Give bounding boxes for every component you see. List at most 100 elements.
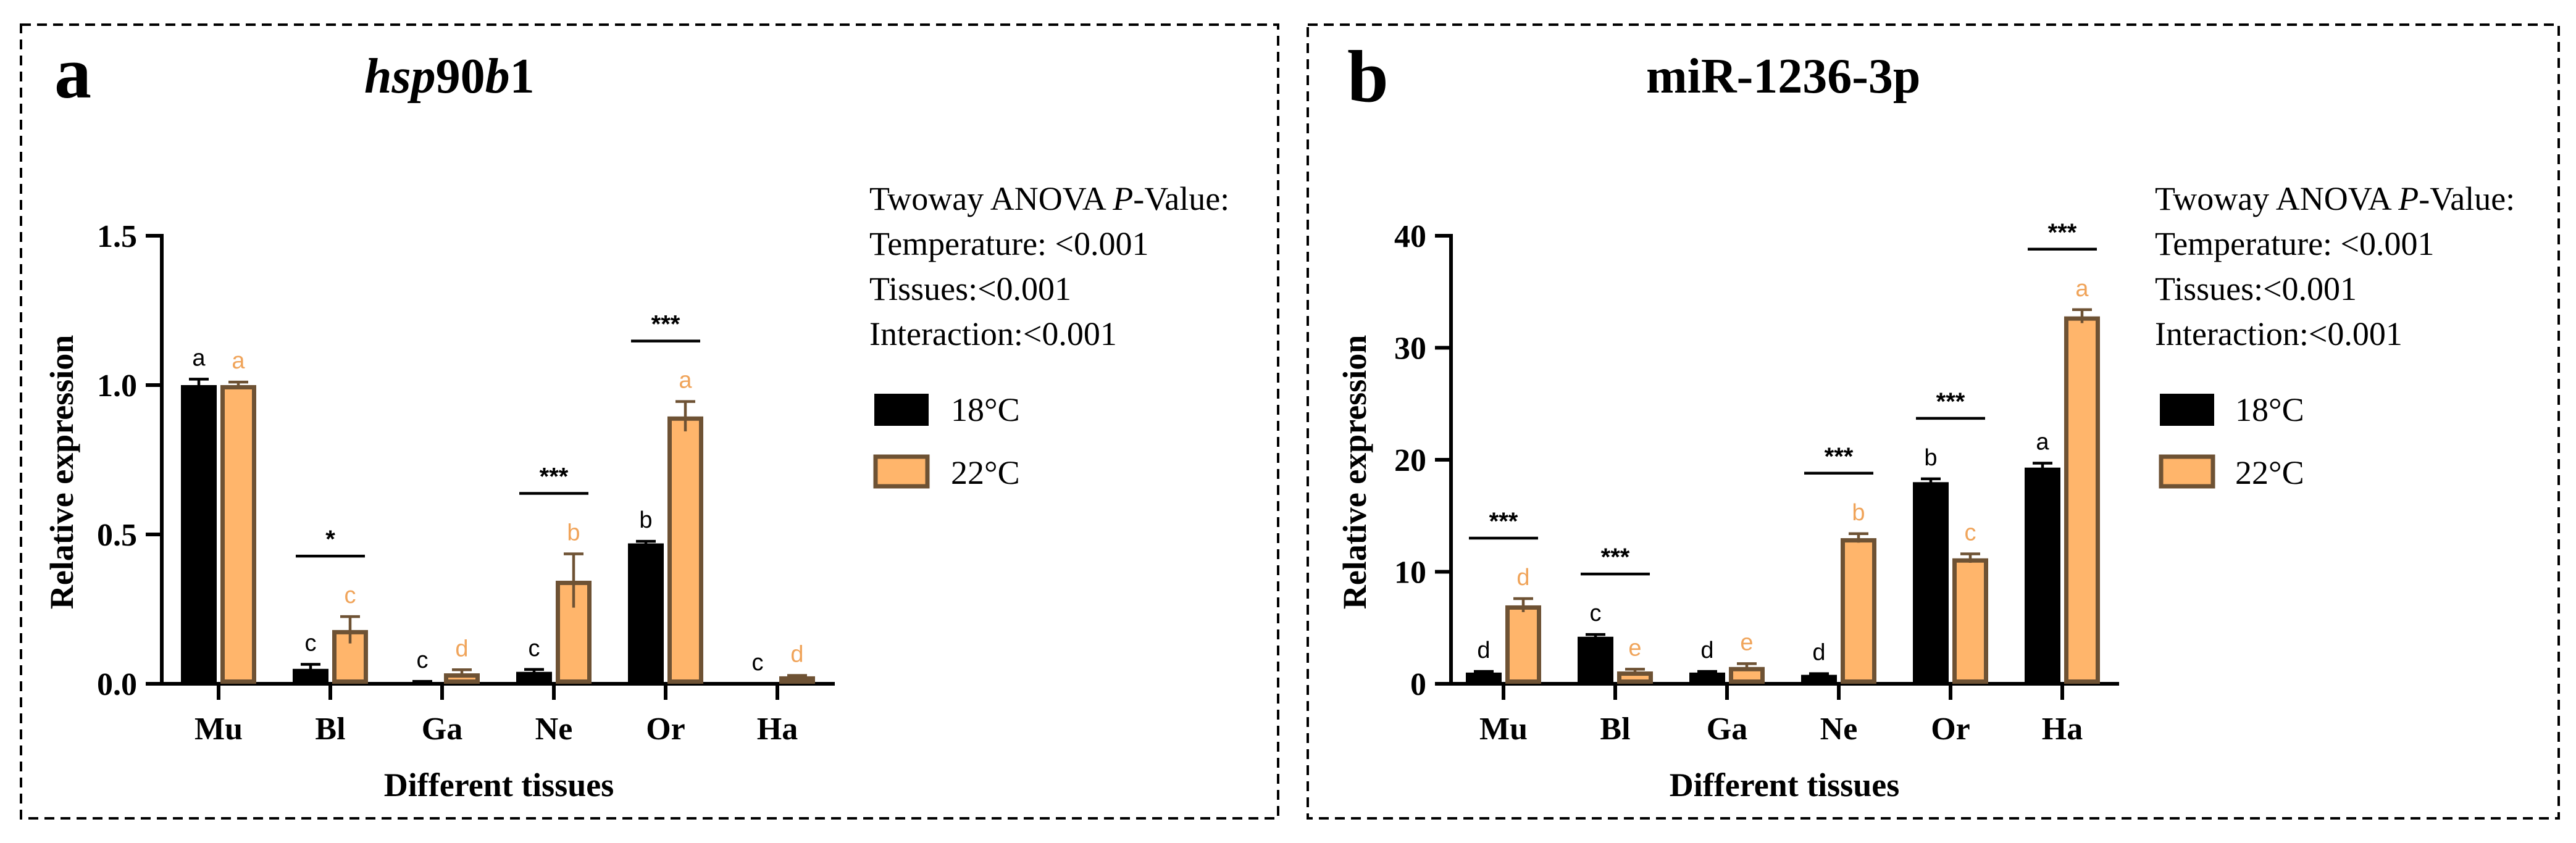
x-tick-label: Mu (194, 712, 243, 747)
significance-letter: c (529, 636, 540, 662)
significance-letter: d (1700, 637, 1713, 663)
y-tick-label: 0.5 (97, 518, 137, 553)
bar-18 (1578, 636, 1613, 684)
x-tick-label: Ne (1820, 712, 1858, 747)
significance-stars: *** (540, 463, 569, 490)
anova-temperature: Temperature: <0.001 (869, 225, 1149, 262)
y-tick-label: 0.0 (97, 667, 137, 702)
y-tick-label: 1.0 (97, 368, 137, 404)
y-axis-title: Relative expression (1336, 335, 1373, 609)
x-tick-label: Bl (1600, 712, 1630, 747)
title-part: hsp (364, 49, 436, 104)
significance-stars: *** (1936, 388, 1965, 415)
bar-18 (628, 543, 664, 684)
panel-a: a hsp90b1 Relative expression Different … (20, 23, 1279, 820)
anova-interaction: Interaction:<0.001 (869, 315, 1117, 352)
legend: 18°C 22°C (873, 391, 1020, 491)
x-tick-label: Or (646, 712, 685, 747)
y-tick-label: 20 (1394, 443, 1426, 478)
bar-18 (516, 671, 552, 684)
significance-letter: a (2036, 429, 2049, 455)
y-tick-label: 0 (1410, 667, 1426, 702)
legend-swatch-18 (2160, 394, 2214, 426)
y-tick-label: 1.5 (97, 219, 137, 254)
x-axis-title: Different tissues (1670, 766, 1899, 804)
panel-a-title: hsp90b1 (364, 49, 535, 104)
significance-letter: c (1590, 600, 1602, 626)
significance-letter: e (1740, 629, 1753, 655)
significance-letter: b (567, 520, 580, 546)
anova-text-block: Twoway ANOVA P-Value: Temperature: <0.00… (2155, 180, 2515, 352)
title-part: miR-1236-3p (1646, 49, 1920, 104)
significance-letter: e (1628, 635, 1641, 661)
bar-18 (2025, 467, 2060, 684)
x-tick-label: Ha (2042, 712, 2083, 747)
panel-a-border (20, 23, 1279, 820)
significance-letter: a (192, 345, 206, 371)
significance-stars: *** (651, 311, 680, 338)
anova-temperature: Temperature: <0.001 (2155, 225, 2435, 262)
title-part: 90 (436, 49, 485, 104)
x-tick-label: Or (1931, 712, 1970, 747)
y-tick-label: 40 (1394, 219, 1426, 254)
significance-letter: b (1924, 445, 1937, 471)
significance-letter: c (752, 650, 764, 676)
anova-heading: Twoway ANOVA P-Value: (869, 180, 1229, 217)
significance-letter: d (1516, 565, 1529, 591)
anova-heading-post: -Value: (1133, 180, 1229, 217)
bar-22 (1841, 538, 1876, 684)
significance-stars: *** (1489, 508, 1518, 535)
anova-interaction: Interaction:<0.001 (2155, 315, 2402, 352)
significance-letter: a (232, 348, 245, 374)
panel-b-border (1307, 23, 2560, 820)
significance-letter: c (305, 631, 317, 657)
anova-tissues: Tissues:<0.001 (2155, 270, 2357, 307)
anova-text-block: Twoway ANOVA P-Value: Temperature: <0.00… (869, 180, 1229, 352)
bar-18 (1801, 675, 1837, 684)
significance-letter: c (417, 647, 429, 673)
significance-stars: *** (1601, 544, 1630, 571)
anova-heading-post: -Value: (2419, 180, 2515, 217)
anova-heading-pre: Twoway ANOVA (2155, 180, 2398, 217)
bar-22 (779, 676, 815, 684)
significance-stars: *** (1825, 443, 1854, 470)
panel-b: b miR-1236-3p Relative expression Differ… (1307, 23, 2560, 820)
bar-22 (1952, 558, 1988, 684)
legend-label-18: 18°C (951, 391, 1020, 428)
x-tick-label: Ga (422, 712, 462, 747)
significance-letter: c (1965, 520, 1976, 546)
legend-label-22: 22°C (951, 454, 1020, 491)
bar-18 (181, 385, 217, 684)
significance-letter: d (1812, 640, 1825, 666)
bar-18 (1466, 672, 1502, 684)
x-tick-label: Ha (757, 712, 798, 747)
anova-heading-pre: Twoway ANOVA (869, 180, 1113, 217)
legend-label-22: 22°C (2235, 454, 2304, 491)
legend-swatch-22 (2159, 454, 2215, 489)
legend: 18°C 22°C (2159, 391, 2304, 491)
y-axis-title: Relative expression (43, 335, 80, 609)
significance-stars: * (325, 526, 335, 553)
x-tick-label: Ne (535, 712, 573, 747)
significance-stars: *** (2048, 219, 2077, 246)
x-axis-title: Different tissues (384, 766, 614, 804)
panel-b-title: miR-1236-3p (1646, 49, 1920, 104)
y-tick-label: 30 (1394, 331, 1426, 367)
bar-22 (1505, 605, 1541, 684)
anova-heading: Twoway ANOVA P-Value: (2155, 180, 2515, 217)
significance-letter: a (679, 368, 692, 394)
bar-22 (2064, 316, 2100, 684)
bar-18 (1913, 482, 1949, 684)
significance-letter: a (2075, 276, 2089, 302)
bar-22 (1729, 667, 1765, 684)
significance-letter: d (455, 636, 468, 662)
significance-letter: d (1477, 637, 1490, 663)
x-tick-label: Mu (1479, 712, 1528, 747)
bar-18 (1689, 672, 1725, 684)
significance-letter: b (639, 507, 652, 533)
panel-b-label: b (1347, 35, 1389, 117)
legend-swatch-22 (873, 454, 930, 489)
